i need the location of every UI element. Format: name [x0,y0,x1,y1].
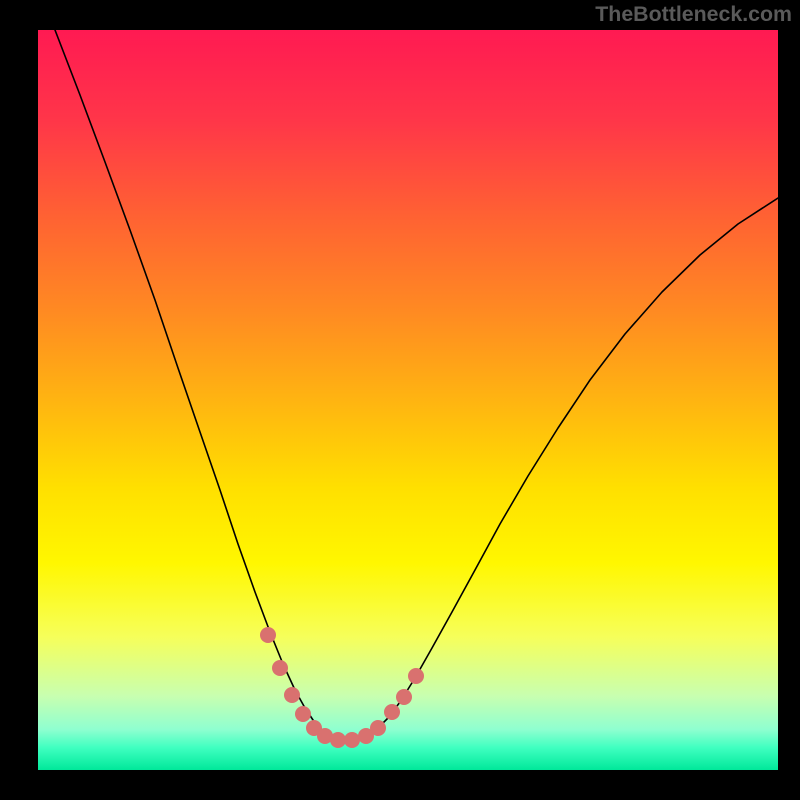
watermark-text: TheBottleneck.com [595,2,792,27]
curve-marker [396,689,412,705]
curve-marker [384,704,400,720]
curve-marker [295,706,311,722]
curve-marker [284,687,300,703]
bottleneck-curve [55,30,778,740]
marker-group [260,627,424,748]
curve-marker [408,668,424,684]
curve-marker [330,732,346,748]
plot-area [38,30,778,770]
curve-marker [344,732,360,748]
curve-svg [38,30,778,770]
curve-marker [260,627,276,643]
curve-marker [370,720,386,736]
figure-canvas: TheBottleneck.com [0,0,800,800]
curve-marker [272,660,288,676]
